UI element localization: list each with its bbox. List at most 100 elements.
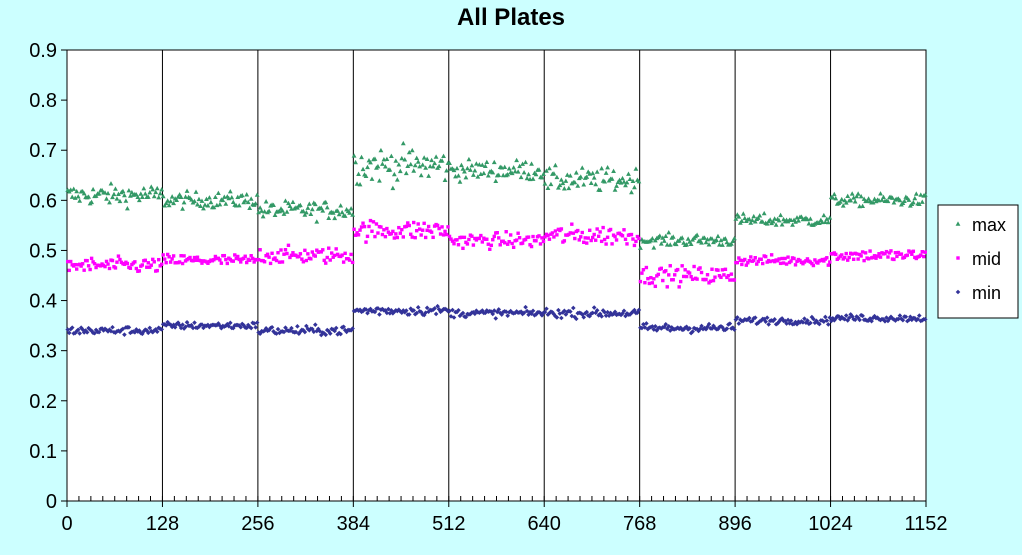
point-min [436, 307, 442, 312]
point-max [573, 170, 579, 175]
point-min [223, 323, 229, 329]
point-mid [471, 243, 476, 247]
point-max [229, 194, 235, 200]
point-mid [341, 260, 346, 264]
point-max [429, 157, 435, 163]
point-max [141, 186, 147, 191]
point-min [80, 327, 85, 332]
point-max [124, 206, 130, 211]
point-min [650, 324, 655, 329]
point-min [389, 308, 394, 313]
point-min [703, 326, 709, 332]
point-mid [219, 261, 224, 265]
point-mid [409, 232, 413, 236]
point-mid [85, 259, 89, 263]
point-mid [368, 218, 373, 223]
point-max [405, 163, 411, 168]
point-min [344, 329, 349, 335]
point-max [502, 164, 508, 170]
point-mid [725, 275, 729, 280]
point-max [521, 169, 527, 175]
point-min [372, 309, 378, 315]
point-mid [236, 254, 240, 259]
point-max [760, 219, 766, 224]
point-mid [113, 266, 118, 270]
point-max [356, 171, 361, 176]
point-mid [789, 259, 793, 263]
point-max [720, 242, 725, 247]
point-mid [282, 252, 286, 256]
point-min [387, 311, 393, 316]
point-mid [641, 268, 646, 272]
point-mid [713, 275, 717, 279]
point-mid [452, 242, 456, 246]
point-min [724, 326, 730, 331]
point-min [412, 311, 418, 317]
point-min [386, 306, 391, 312]
axes: 0 128 256 384 512 640 768 896 1024 1152 0 0.1 0.2 0.3… [29, 40, 947, 535]
point-min [247, 324, 252, 330]
point-min [496, 307, 502, 312]
point-min [603, 313, 609, 318]
point-min [843, 313, 849, 318]
y-tick-label: 0.8 [29, 90, 57, 112]
point-mid [276, 251, 280, 255]
point-max [180, 206, 185, 211]
point-mid [667, 273, 671, 277]
point-max [157, 190, 163, 196]
point-max [551, 171, 557, 176]
point-min [201, 325, 206, 331]
point-max [511, 165, 517, 170]
point-min [556, 307, 561, 313]
point-mid [404, 224, 408, 229]
point-min [177, 322, 182, 328]
point-mid [677, 285, 681, 289]
point-mid [531, 234, 535, 239]
point-max [751, 213, 757, 219]
point-max [688, 241, 694, 246]
point-min [602, 309, 607, 315]
point-mid [422, 221, 426, 226]
point-mid [249, 254, 253, 258]
point-max [408, 161, 414, 167]
point-mid [423, 235, 428, 240]
point-min [457, 313, 463, 319]
point-min [882, 319, 888, 324]
point-max [514, 157, 520, 163]
point-max [406, 149, 412, 155]
point-mid [895, 254, 899, 259]
point-mid [528, 243, 532, 247]
point-mid [343, 251, 347, 256]
point-max [749, 217, 755, 223]
point-mid [889, 249, 893, 253]
point-min [505, 313, 510, 319]
point-max [630, 178, 636, 184]
point-max [755, 215, 761, 220]
point-min [439, 308, 445, 313]
point-mid [279, 248, 283, 252]
point-max [509, 170, 515, 176]
point-mid [106, 262, 110, 266]
point-max [300, 208, 306, 214]
point-mid [143, 258, 147, 262]
point-max [469, 162, 475, 168]
point-min [772, 317, 777, 322]
point-mid [192, 255, 197, 260]
point-min [169, 324, 175, 330]
point-max [454, 165, 460, 171]
point-max [629, 189, 634, 195]
point-mid [398, 231, 403, 235]
point-max [752, 219, 758, 224]
point-mid [547, 237, 552, 241]
point-mid [334, 247, 338, 251]
point-min [639, 325, 645, 331]
point-min [192, 320, 197, 325]
y-tick-label: 0.7 [29, 140, 57, 162]
point-mid [148, 265, 152, 269]
point-min [673, 326, 679, 331]
point-max [223, 201, 229, 206]
point-max [159, 187, 165, 192]
point-mid [732, 278, 737, 282]
point-mid [347, 258, 352, 262]
point-mid [425, 228, 429, 232]
